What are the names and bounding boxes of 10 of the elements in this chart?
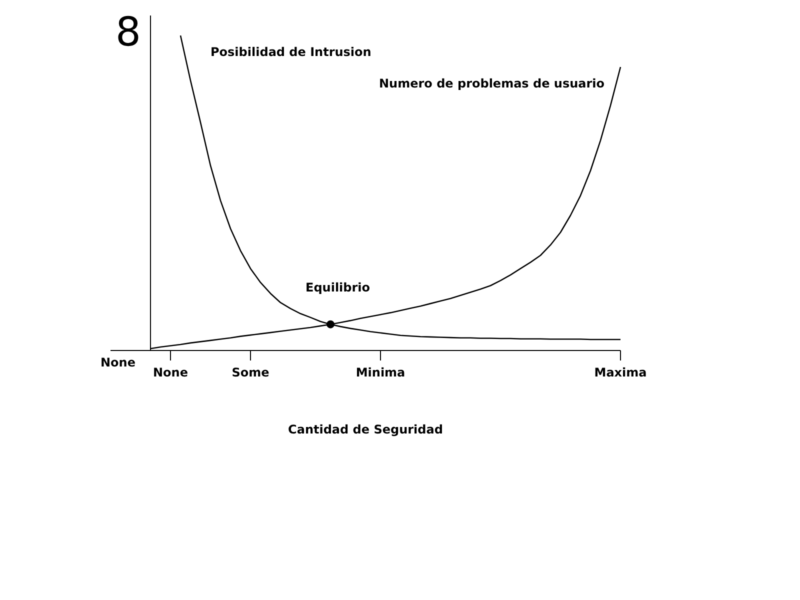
text: 8	[116, 10, 141, 56]
x-axis-title: Cantidad de Seguridad	[288, 422, 443, 436]
series-label: Numero de problemas de usuario	[379, 76, 604, 90]
x-tick-label: None	[153, 366, 188, 380]
text: Posibilidad de Intrusion	[210, 44, 372, 59]
annotation: Equilibrio	[306, 280, 370, 294]
x-tick-label: Maxima	[594, 366, 647, 380]
text: None	[100, 356, 136, 370]
x-tick-label: Some	[232, 366, 270, 380]
x-tick-label: Minima	[356, 366, 406, 380]
